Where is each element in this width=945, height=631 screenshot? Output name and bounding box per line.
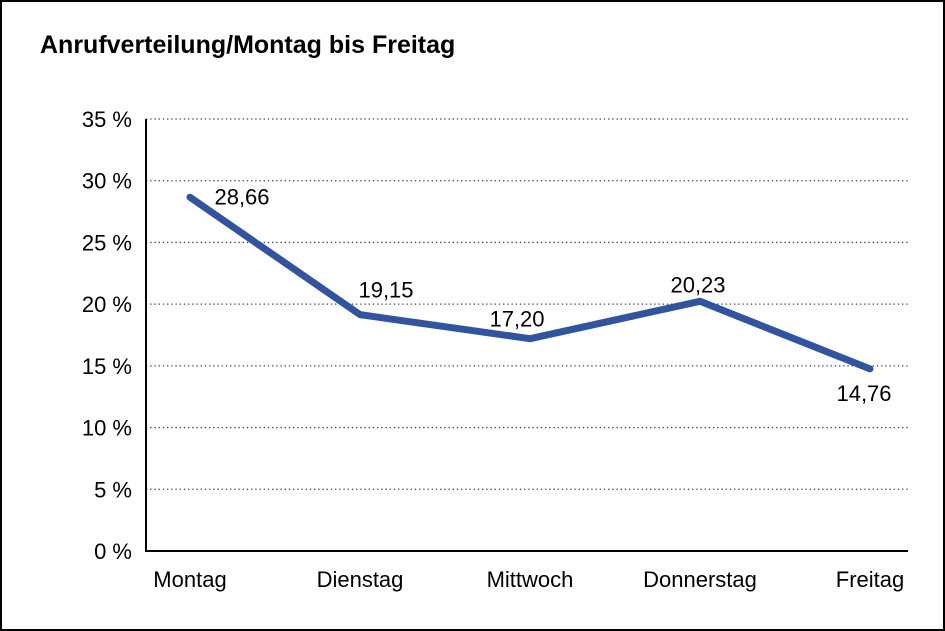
- y-tick-label: 25 %: [82, 230, 132, 255]
- x-category-label: Donnerstag: [643, 567, 757, 592]
- x-category-label: Montag: [153, 567, 226, 592]
- data-point-label: 20,23: [670, 272, 725, 297]
- x-category-label: Freitag: [836, 567, 904, 592]
- x-category-label: Mittwoch: [487, 567, 574, 592]
- y-tick-label: 35 %: [82, 107, 132, 132]
- y-tick-label: 30 %: [82, 169, 132, 194]
- y-tick-label: 20 %: [82, 292, 132, 317]
- data-point-label: 17,20: [489, 307, 544, 332]
- data-point-label: 14,76: [836, 381, 891, 406]
- chart-title: Anrufverteilung/Montag bis Freitag: [40, 31, 456, 59]
- data-point-label: 19,15: [358, 278, 413, 303]
- y-tick-label: 5 %: [94, 477, 132, 502]
- y-tick-label: 15 %: [82, 354, 132, 379]
- data-line: [186, 193, 874, 373]
- x-category-label: Dienstag: [317, 567, 404, 592]
- data-point-label: 28,66: [214, 184, 269, 209]
- y-tick-label: 10 %: [82, 416, 132, 441]
- y-tick-label: 0 %: [94, 539, 132, 564]
